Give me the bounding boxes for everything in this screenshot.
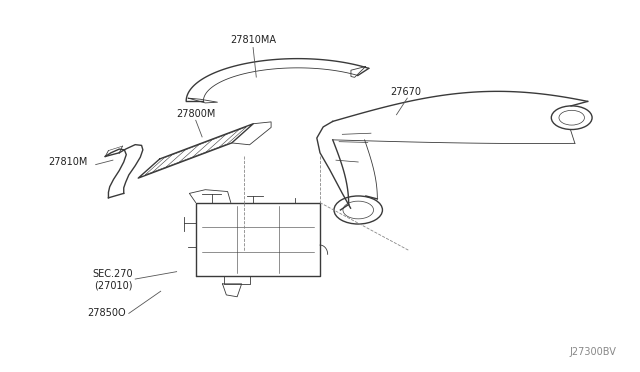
Text: SEC.270
(27010): SEC.270 (27010) xyxy=(93,269,133,291)
Text: 27800M: 27800M xyxy=(176,109,216,119)
Text: J27300BV: J27300BV xyxy=(570,347,616,357)
Text: 27850O: 27850O xyxy=(87,308,126,318)
Text: 27670: 27670 xyxy=(390,87,422,97)
Text: 27810M: 27810M xyxy=(49,157,88,167)
Text: 27810MA: 27810MA xyxy=(230,35,276,45)
